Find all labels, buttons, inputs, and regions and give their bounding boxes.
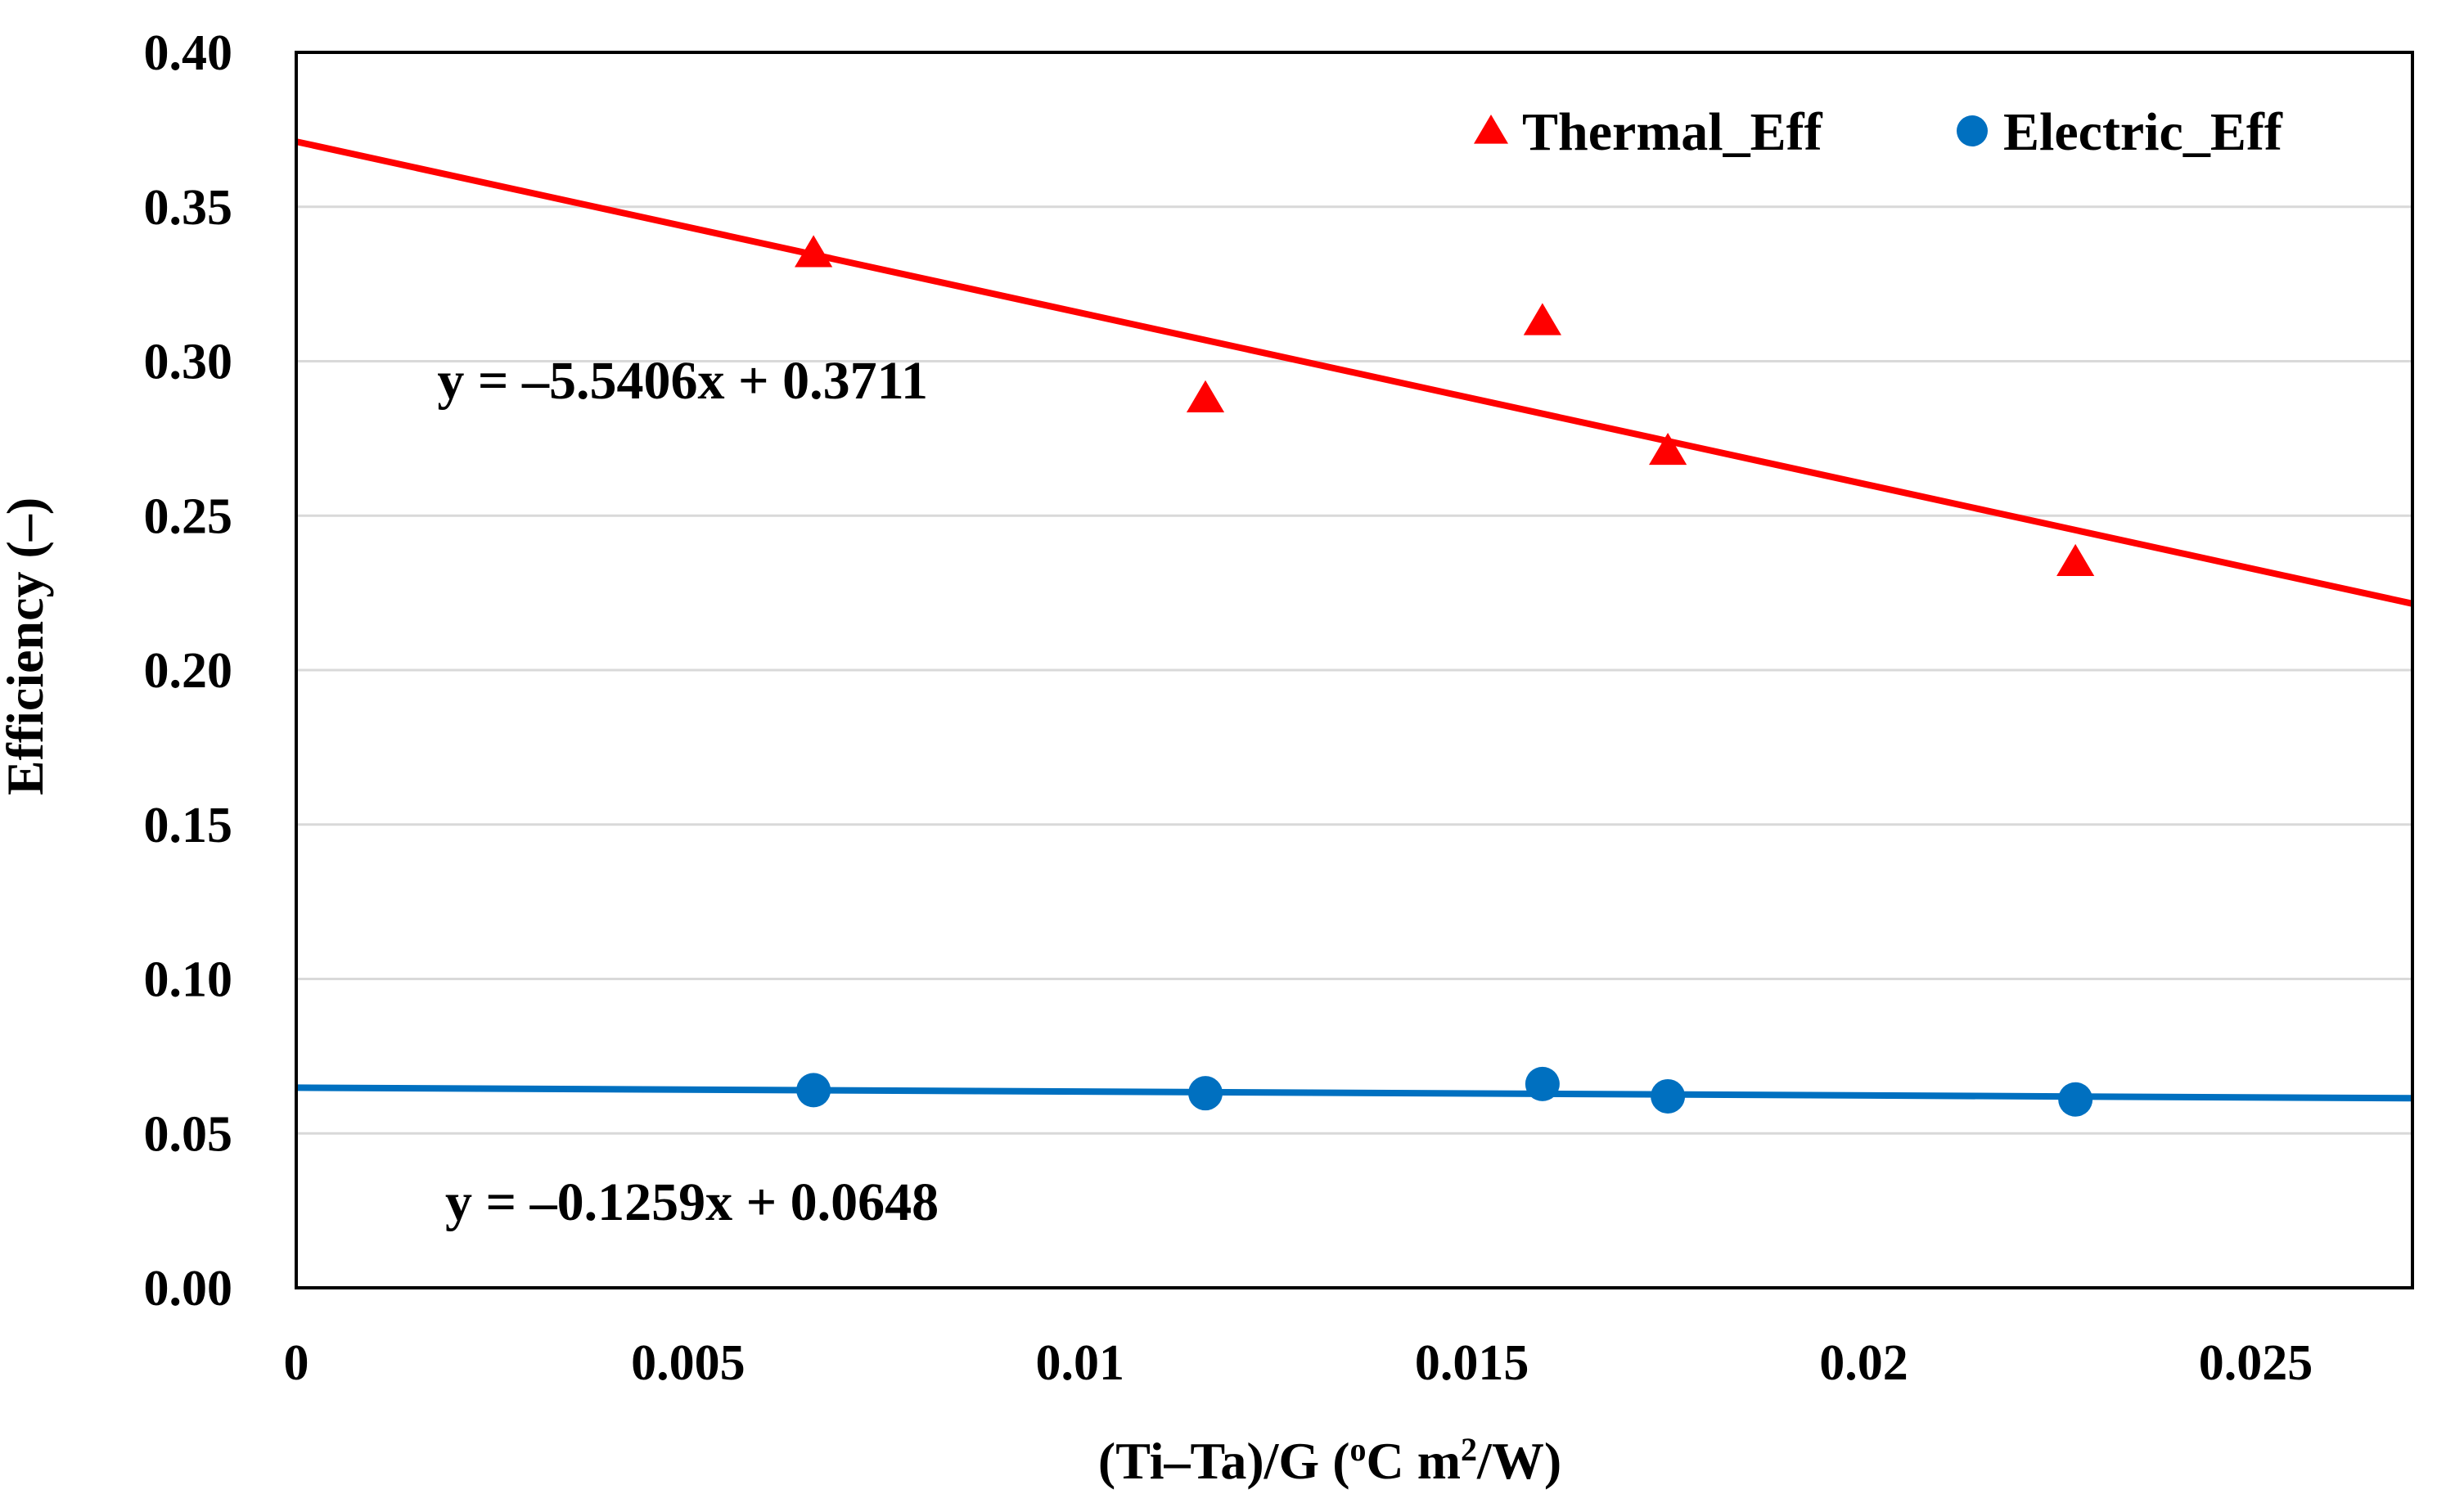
trendline-thermal-eff [295, 138, 2413, 607]
electric-eff-point [2058, 1082, 2093, 1117]
legend-triangle-icon [1474, 115, 1508, 144]
x-axis-title-part: C m [1367, 1432, 1462, 1490]
x-axis-title: (Ti–Ta)/G (oC m2/W) [1098, 1431, 1561, 1490]
y-axis-ticks: 0.00 0.05 0.10 0.15 0.20 0.25 0.30 0.35 0.40 [144, 25, 233, 1316]
thermal-eff-point [1523, 303, 1561, 335]
y-tick-label: 0.00 [144, 1261, 233, 1316]
thermal-eff-point [1649, 432, 1687, 466]
legend-circle-icon [1957, 115, 1988, 146]
x-tick-label: 0.02 [1819, 1335, 1908, 1391]
x-tick-label: 0.025 [2199, 1335, 2313, 1391]
legend-item: Electric_Eff [1957, 102, 2283, 162]
x-axis-ticks: 0 0.005 0.01 0.015 0.02 0.025 [284, 1335, 2313, 1391]
x-axis-title-sup: o [1350, 1431, 1367, 1468]
gridlines [296, 205, 2412, 1135]
y-tick-label: 0.40 [144, 25, 233, 81]
y-tick-label: 0.20 [144, 643, 233, 699]
y-tick-label: 0.10 [144, 952, 233, 1008]
y-tick-label: 0.30 [144, 335, 233, 390]
y-tick-label: 0.25 [144, 488, 233, 544]
y-tick-label: 0.15 [144, 798, 233, 853]
electric-eff-point [1525, 1066, 1560, 1101]
legend: Thermal_Eff Electric_Eff [1474, 102, 2283, 162]
thermal-eff-point [1186, 380, 1225, 412]
x-tick-label: 0.015 [1415, 1335, 1529, 1391]
legend-label: Electric_Eff [2003, 102, 2283, 162]
y-axis-title: Efficiency (–) [0, 497, 54, 795]
x-tick-label: 0.01 [1036, 1335, 1125, 1391]
x-axis-title-part: (Ti–Ta)/G ( [1098, 1432, 1350, 1490]
x-axis-title-part: /W) [1476, 1432, 1561, 1490]
thermal-eff-point [795, 235, 833, 268]
electric-eff-point [1651, 1078, 1686, 1114]
legend-item: Thermal_Eff [1474, 102, 1823, 162]
y-tick-label: 0.05 [144, 1106, 233, 1162]
trendline-equations: y = –5.5406x + 0.3711 y = –0.1259x + 0.06… [437, 351, 939, 1232]
y-tick-label: 0.35 [144, 180, 233, 236]
trendline-equation: y = –5.5406x + 0.3711 [437, 351, 928, 411]
trendline-equation: y = –0.1259x + 0.0648 [445, 1172, 939, 1232]
thermal-eff-point [2056, 543, 2095, 577]
x-tick-label: 0.005 [631, 1335, 746, 1391]
electric-eff-point [796, 1073, 831, 1108]
electric-eff-point [1188, 1076, 1223, 1111]
x-tick-label: 0 [284, 1335, 309, 1391]
legend-label: Thermal_Eff [1522, 102, 1823, 162]
data-points [795, 235, 2095, 1117]
plot-area-frame [295, 51, 2414, 1289]
x-axis-title-sup: 2 [1461, 1431, 1477, 1468]
